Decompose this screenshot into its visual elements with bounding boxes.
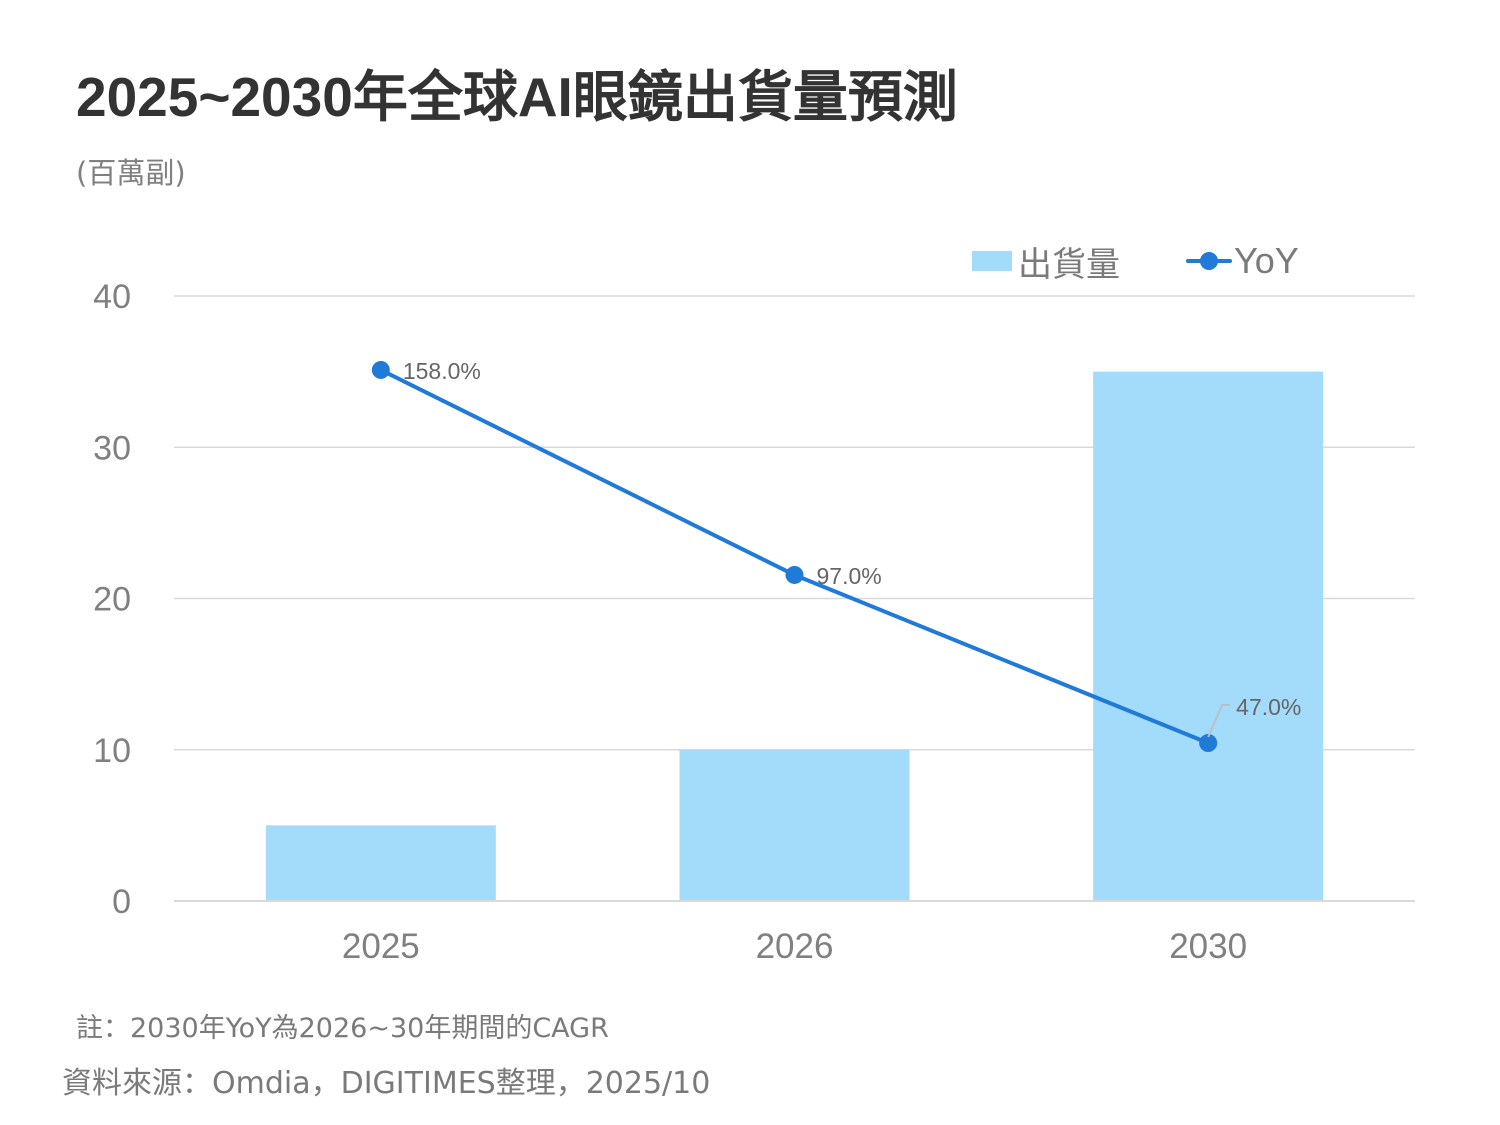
data-label: 97.0% (817, 563, 882, 589)
bar-2026 (679, 749, 910, 901)
bar-2030 (1093, 371, 1324, 901)
source-note: 資料來源：Omdia，DIGITIMES整理，2025/10 (62, 1066, 711, 1101)
x-axis-ticks: 2025 2026 2030 (342, 927, 1247, 966)
yoy-point-2030 (1199, 734, 1218, 753)
data-label: 158.0% (403, 358, 481, 384)
legend-item-shipments[interactable]: 出貨量 (972, 237, 1120, 286)
y-tick-label: 0 (112, 883, 131, 921)
y-tick-label: 40 (93, 278, 131, 316)
y-tick-label: 30 (93, 429, 131, 467)
chart-title: 2025~2030年全球AI眼鏡出貨量預測 (76, 66, 958, 128)
y-axis-ticks: 0 10 20 30 40 (93, 278, 131, 921)
x-tick-label: 2026 (756, 927, 834, 966)
legend: 出貨量 YoY (972, 237, 1299, 286)
y-tick-label: 20 (93, 581, 131, 619)
bar-2025 (265, 825, 496, 901)
y-tick-label: 10 (93, 732, 131, 770)
footnote: 註：2030年YoY為2026~30年期間的CAGR (76, 1013, 609, 1044)
unit-label: (百萬副) (76, 156, 186, 190)
x-tick-label: 2025 (342, 927, 420, 966)
yoy-point-2026 (785, 565, 804, 584)
data-label: 47.0% (1236, 694, 1301, 720)
legend-label-shipments: 出貨量 (1018, 244, 1120, 285)
yoy-line (379, 368, 1209, 745)
yoy-line-series (371, 360, 1218, 753)
data-labels: 158.0% 97.0% 47.0% (403, 358, 1301, 738)
yoy-point-2025 (371, 360, 390, 379)
leader-line (1207, 704, 1231, 738)
legend-item-yoy[interactable]: YoY (1186, 240, 1299, 282)
legend-label-yoy: YoY (1234, 240, 1299, 281)
bar-swatch-icon (972, 251, 1012, 271)
bars (265, 371, 1324, 901)
line-marker-icon (1186, 251, 1232, 271)
x-tick-label: 2030 (1169, 927, 1247, 966)
